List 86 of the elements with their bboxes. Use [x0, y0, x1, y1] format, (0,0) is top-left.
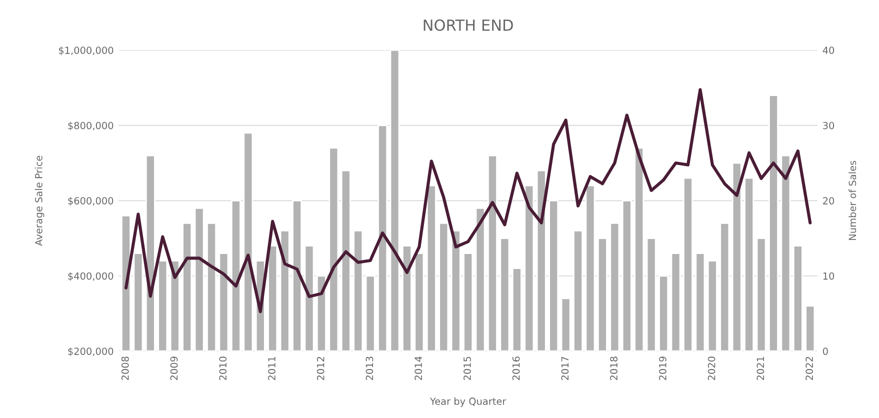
bar: [732, 162, 742, 352]
x-axis-title: Year by Quarter: [430, 397, 506, 407]
y2-axis-title: Number of Sales: [848, 160, 856, 240]
x-tick-label: 2018: [610, 356, 618, 380]
bar: [536, 170, 546, 352]
bar: [500, 238, 510, 352]
bar: [548, 200, 559, 352]
bar: [206, 222, 216, 352]
bar: [316, 275, 326, 352]
bar: [414, 252, 424, 352]
bar: [707, 260, 718, 352]
bar: [145, 154, 156, 352]
bar: [768, 94, 778, 352]
y2-tick-label: 30: [823, 122, 834, 130]
x-tick-label: 2014: [414, 356, 422, 380]
bar: [158, 260, 168, 352]
bar: [780, 154, 791, 352]
x-tick-label: 2020: [708, 356, 716, 380]
bar: [378, 124, 388, 352]
bar: [573, 230, 583, 352]
bar: [438, 222, 449, 352]
bar: [133, 252, 144, 352]
y-tick-label: $1,000,000: [58, 46, 114, 56]
x-tick-label: 2017: [561, 356, 569, 380]
bar: [243, 132, 254, 352]
bar: [450, 230, 461, 352]
bar: [720, 222, 730, 352]
chart-title: NORTH END: [424, 19, 513, 31]
x-tick-label: 2013: [366, 356, 374, 380]
bar: [170, 260, 180, 352]
y2-tick-label: 0: [822, 348, 828, 355]
y-tick-label: $600,000: [68, 196, 114, 206]
bar: [744, 177, 754, 352]
bar: [683, 177, 693, 352]
bar: [610, 222, 620, 352]
bar: [292, 200, 302, 352]
y2-tick-label: 20: [823, 197, 834, 204]
x-tick-label: 2008: [121, 356, 129, 380]
bar: [340, 170, 351, 352]
bar: [194, 207, 204, 352]
bar: [230, 200, 241, 352]
x-tick-label: 2016: [512, 356, 520, 380]
bar: [695, 252, 706, 352]
bar: [182, 222, 192, 352]
bar: [475, 207, 486, 352]
bar: [365, 275, 376, 352]
bar: [512, 268, 522, 352]
bar: [658, 275, 669, 352]
y-axis-title: Average Sale Price: [34, 156, 44, 246]
bar: [670, 252, 681, 352]
bar: [402, 245, 412, 352]
bar: [805, 305, 816, 352]
bar: [597, 238, 608, 352]
bar: [488, 154, 498, 352]
bar: [634, 147, 644, 352]
y-tick-label: $200,000: [68, 347, 114, 356]
x-tick-label: 2019: [659, 356, 666, 380]
bar: [524, 184, 534, 352]
x-tick-label: 2021: [756, 356, 764, 380]
x-tick-label: 2010: [219, 356, 227, 380]
x-tick-label: 2012: [316, 356, 324, 380]
bar: [756, 238, 766, 352]
bar: [426, 184, 436, 352]
x-tick-label: 2011: [268, 356, 276, 380]
y2-tick-label: 40: [822, 46, 834, 54]
y2-tick-label: 10: [823, 272, 834, 280]
bar: [328, 147, 339, 352]
bar: [585, 184, 596, 352]
x-tick-label: 2015: [464, 356, 471, 380]
bar: [280, 230, 290, 352]
bar: [622, 200, 632, 352]
bar: [218, 252, 229, 352]
bar: [353, 230, 364, 352]
bar: [268, 245, 278, 352]
bar: [463, 252, 474, 352]
x-tick-label: 2009: [170, 356, 178, 380]
bar: [390, 50, 400, 352]
line-series: [124, 88, 812, 314]
y-tick-label: $800,000: [68, 122, 114, 131]
bar: [121, 214, 131, 352]
y-tick-label: $400,000: [68, 272, 114, 282]
bar: [792, 245, 803, 352]
bar: [560, 298, 571, 352]
bar: [304, 245, 314, 352]
x-tick-label: 2022: [806, 356, 813, 380]
bar: [646, 238, 656, 352]
